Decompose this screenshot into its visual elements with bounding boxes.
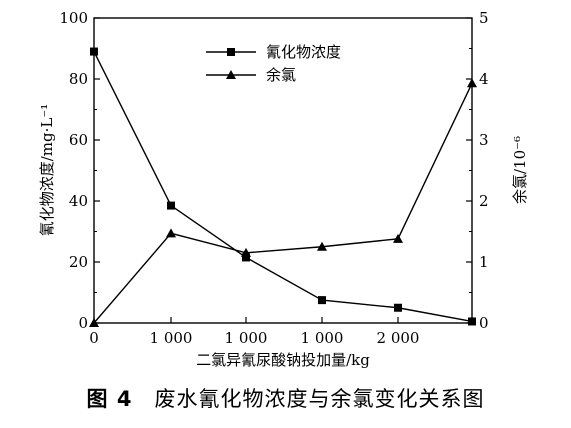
legend-label: 氰化物浓度: [266, 43, 341, 61]
x-tick-label: 1 000: [150, 329, 193, 347]
x-tick-label: 2 000: [377, 329, 420, 347]
left-y-tick-label: 20: [69, 253, 88, 271]
residual-chlorine-data-point: [393, 233, 403, 243]
figure-caption: 图 4 废水氰化物浓度与余氯变化关系图: [0, 383, 571, 413]
residual-chlorine-data-point: [467, 78, 477, 88]
plot-frame: [93, 17, 473, 324]
chart: 0 20 40 60 80 100 0 1 2 3 4 5 0 1 000 1 000 1 000 2 00…: [38, 9, 529, 369]
right-y-tick-label: 2: [479, 192, 489, 210]
legend-square-marker: [227, 48, 235, 56]
series-layer: [89, 47, 477, 327]
residual-chlorine-series-line: [93, 82, 473, 324]
x-tick-label: 0: [89, 329, 99, 347]
right-y-tick-label: 4: [479, 70, 489, 88]
x-axis-title: 二氯异氰尿酸钠投加量/kg: [196, 351, 370, 369]
y2-axis-title: 余氯/10⁻⁶: [511, 136, 529, 204]
cyanide-data-point: [90, 47, 98, 56]
cyanide-series-line: [93, 51, 473, 323]
figure-caption-text: 废水氰化物浓度与余氯变化关系图: [154, 387, 485, 411]
left-y-tick-label: 40: [69, 192, 88, 210]
left-y-tick-label: 60: [69, 131, 88, 149]
left-y-tick-label: 0: [78, 314, 88, 332]
left-y-tick-label: 80: [69, 70, 88, 88]
left-y-axis: 0 20 40 60 80 100: [59, 9, 100, 332]
right-y-tick-label: 1: [479, 253, 489, 271]
legend-triangle-marker: [226, 70, 236, 79]
figure-number: 图 4: [86, 387, 133, 411]
cyanide-data-point: [167, 201, 175, 210]
right-y-tick-label: 0: [479, 314, 489, 332]
residual-chlorine-data-point: [89, 318, 99, 327]
residual-chlorine-data-point: [317, 241, 327, 251]
cyanide-data-point: [318, 296, 326, 305]
x-tick-label: 1 000: [225, 329, 268, 347]
x-axis: 0 1 000 1 000 1 000 2 000: [89, 317, 473, 347]
y-axis-title: 氰化物浓度/mg·L⁻¹: [38, 104, 56, 237]
cyanide-data-point: [242, 253, 250, 262]
cyanide-data-point: [394, 303, 402, 312]
residual-chlorine-data-point: [241, 247, 251, 257]
x-tick-label: 1 000: [301, 329, 344, 347]
residual-chlorine-data-point: [166, 228, 176, 238]
cyanide-data-point: [468, 317, 476, 326]
legend-label: 余氯: [266, 66, 296, 84]
right-y-axis: 0 1 2 3 4 5: [466, 9, 489, 332]
right-y-tick-label: 3: [479, 131, 489, 149]
right-y-tick-label: 5: [479, 9, 489, 27]
plot-border: [93, 17, 473, 324]
left-y-tick-label: 100: [59, 9, 88, 27]
